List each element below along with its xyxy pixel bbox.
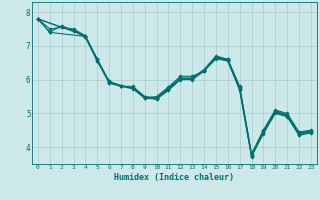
X-axis label: Humidex (Indice chaleur): Humidex (Indice chaleur) [115,173,234,182]
